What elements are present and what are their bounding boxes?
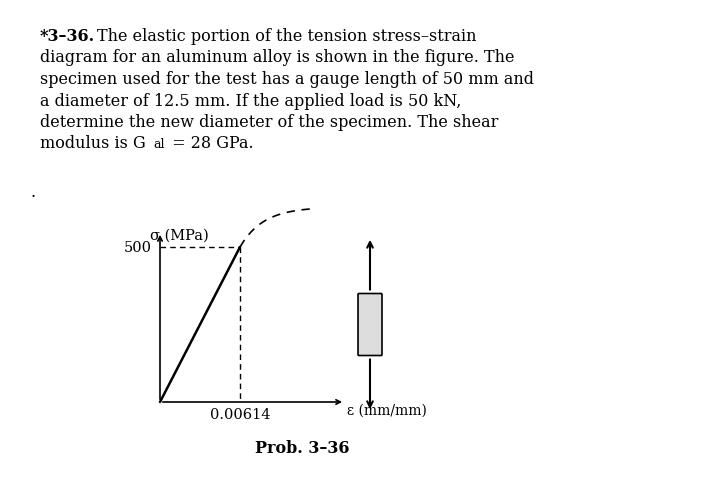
Text: ε (mm/mm): ε (mm/mm) <box>347 404 427 418</box>
Text: diagram for an aluminum alloy is shown in the figure. The: diagram for an aluminum alloy is shown i… <box>40 49 515 66</box>
Text: Prob. 3–36: Prob. 3–36 <box>256 440 349 457</box>
Text: σ (MPa): σ (MPa) <box>150 229 209 243</box>
Text: = 28 GPa.: = 28 GPa. <box>167 136 253 152</box>
Text: modulus is G: modulus is G <box>40 136 146 152</box>
Text: *3–36.: *3–36. <box>40 28 95 45</box>
Text: 0.00614: 0.00614 <box>210 408 270 422</box>
Text: The elastic portion of the tension stress–strain: The elastic portion of the tension stres… <box>97 28 477 45</box>
Text: ·: · <box>30 189 35 206</box>
Text: 500: 500 <box>124 241 152 255</box>
Text: a diameter of 12.5 mm. If the applied load is 50 kN,: a diameter of 12.5 mm. If the applied lo… <box>40 93 461 109</box>
Text: specimen used for the test has a gauge length of 50 mm and: specimen used for the test has a gauge l… <box>40 71 534 88</box>
FancyBboxPatch shape <box>358 293 382 355</box>
Text: al: al <box>153 139 165 151</box>
Text: determine the new diameter of the specimen. The shear: determine the new diameter of the specim… <box>40 114 498 131</box>
